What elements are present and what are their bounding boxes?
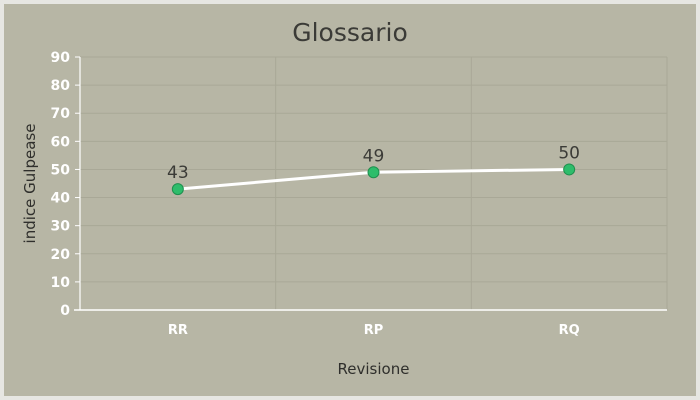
y-tick-label: 50 xyxy=(51,162,71,178)
data-point[interactable] xyxy=(367,166,380,179)
y-tick-label: 20 xyxy=(51,247,71,263)
x-tick-label: RP xyxy=(364,323,384,338)
data-label: 43 xyxy=(167,163,189,183)
y-tick-label: 60 xyxy=(51,134,71,150)
y-tick-label: 10 xyxy=(51,275,71,291)
y-tick-label: 0 xyxy=(60,303,70,319)
x-tick-label: RQ xyxy=(559,323,580,338)
chart-title: Glossario xyxy=(292,18,408,47)
y-tick-label: 30 xyxy=(51,219,71,235)
series-group: 43 49 50 xyxy=(167,143,580,196)
y-tick-label: 40 xyxy=(51,191,71,207)
data-point[interactable] xyxy=(171,183,184,196)
y-tick-label: 80 xyxy=(51,78,71,94)
y-tick-label: 90 xyxy=(51,50,71,66)
y-axis-title: indice Gulpease xyxy=(21,124,39,244)
data-point[interactable] xyxy=(563,163,576,176)
y-axis-ticks: 0 10 20 30 40 50 60 70 80 90 xyxy=(51,50,80,319)
x-axis-title: Revisione xyxy=(338,360,410,378)
x-tick-label: RR xyxy=(168,323,188,338)
y-tick-label: 70 xyxy=(51,106,71,122)
grid xyxy=(79,56,668,311)
data-label: 50 xyxy=(558,143,580,163)
data-label: 49 xyxy=(363,146,385,166)
x-axis-ticks: RR RP RQ xyxy=(168,323,580,338)
